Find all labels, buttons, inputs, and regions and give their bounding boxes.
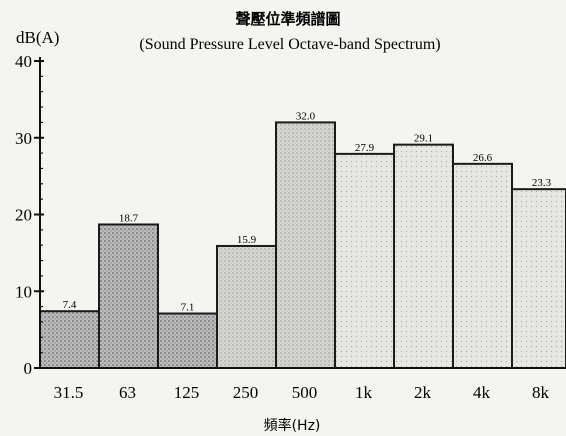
data-label-31.5: 7.4 bbox=[63, 299, 77, 311]
y-tick-label-10: 10 bbox=[15, 282, 32, 301]
x-tick-label-63: 63 bbox=[119, 383, 136, 402]
x-tick-label-8k: 8k bbox=[532, 383, 550, 402]
bar-500 bbox=[275, 121, 336, 370]
data-label-4k: 26.6 bbox=[473, 152, 493, 164]
y-tick-label-40: 40 bbox=[15, 52, 32, 71]
x-tick-label-125: 125 bbox=[174, 383, 200, 402]
axes-layer: 0 10 20 30 40 bbox=[15, 52, 566, 378]
bar-4k bbox=[452, 162, 513, 369]
y-tick-label-30: 30 bbox=[15, 129, 32, 148]
x-tick-label-250: 250 bbox=[233, 383, 259, 402]
x-tick-label-31.5: 31.5 bbox=[54, 383, 84, 402]
x-tick-label-500: 500 bbox=[292, 383, 318, 402]
data-labels-layer: 7.4 31.5 18.7 63 7.1 125 15.9 250 32.0 500 27.9 1k 2… bbox=[54, 110, 552, 402]
chart-subtitle: (Sound Pressure Level Octave-band Spectr… bbox=[139, 36, 440, 53]
bar-125 bbox=[157, 312, 218, 370]
bar-8k bbox=[511, 188, 566, 369]
bar-2k bbox=[393, 143, 454, 369]
data-label-125: 7.1 bbox=[181, 302, 195, 314]
data-label-63: 18.7 bbox=[119, 212, 139, 224]
x-tick-label-2k: 2k bbox=[414, 383, 432, 402]
data-label-250: 15.9 bbox=[237, 234, 257, 246]
data-label-2k: 29.1 bbox=[414, 133, 433, 145]
y-tick-label-0: 0 bbox=[24, 359, 33, 378]
x-tick-label-1k: 1k bbox=[355, 383, 373, 402]
y-tick-label-20: 20 bbox=[15, 206, 32, 225]
bar-250 bbox=[216, 244, 277, 369]
data-label-500: 32.0 bbox=[296, 110, 316, 122]
data-label-8k: 23.3 bbox=[532, 177, 552, 189]
bar-63 bbox=[98, 223, 159, 369]
bars-layer bbox=[39, 121, 566, 370]
y-axis-label: dB(A) bbox=[16, 28, 59, 47]
bar-1k bbox=[334, 152, 395, 369]
x-axis-label: 頻率(Hz) bbox=[264, 417, 321, 434]
data-label-1k: 27.9 bbox=[355, 142, 375, 154]
chart-title: 聲壓位準頻譜圖 bbox=[235, 10, 340, 28]
x-tick-label-4k: 4k bbox=[473, 383, 491, 402]
bar-31.5 bbox=[39, 310, 100, 369]
